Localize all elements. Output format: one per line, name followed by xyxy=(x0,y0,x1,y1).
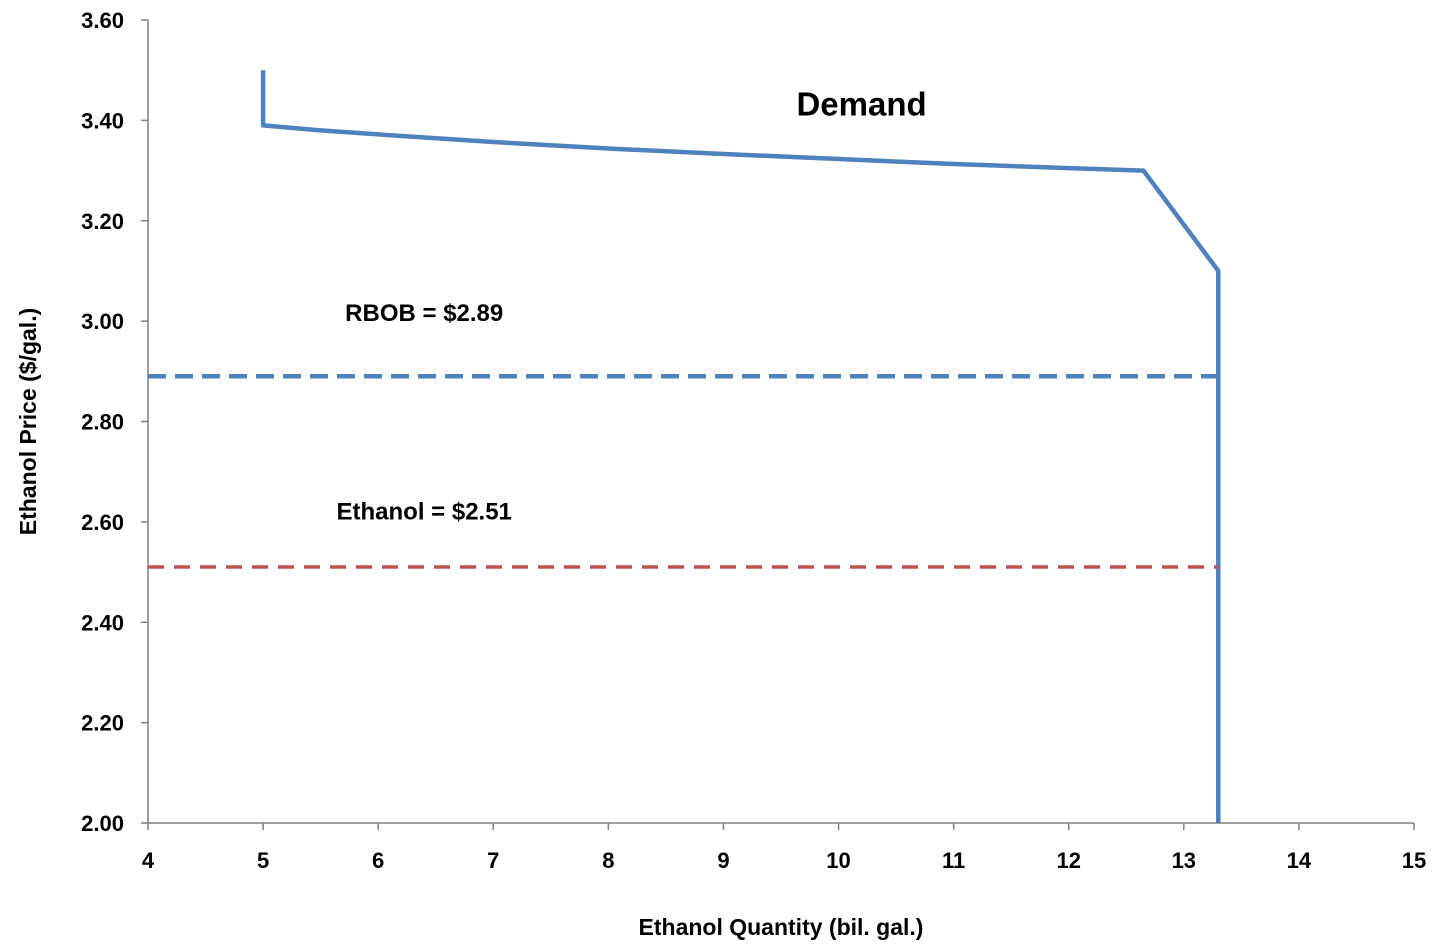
x-tick-label: 15 xyxy=(1402,848,1426,873)
series-group xyxy=(148,70,1221,823)
x-tick-label: 10 xyxy=(826,848,850,873)
y-tick-label: 2.60 xyxy=(81,510,124,535)
demand-curve-line xyxy=(260,70,1221,823)
x-tick-label: 7 xyxy=(487,848,499,873)
x-tick-label: 8 xyxy=(602,848,614,873)
x-tick-label: 12 xyxy=(1056,848,1080,873)
y-tick-label: 3.20 xyxy=(81,209,124,234)
x-tick-label: 11 xyxy=(942,848,965,873)
y-tick-label: 2.00 xyxy=(81,811,124,836)
y-tick-label: 2.20 xyxy=(81,711,124,736)
x-tick-label: 4 xyxy=(142,848,155,873)
y-tick-label: 3.40 xyxy=(81,108,124,133)
x-tick-label: 5 xyxy=(257,848,269,873)
x-tick-label: 6 xyxy=(372,848,384,873)
ethanol-price-label: Ethanol = $2.51 xyxy=(337,498,512,525)
y-axis-title: Ethanol Price ($/gal.) xyxy=(15,308,41,536)
x-ticks: 4 5 6 7 8 9 10 11 12 13 14 15 xyxy=(142,823,1426,873)
demand-label: Demand xyxy=(796,85,926,122)
y-tick-label: 2.80 xyxy=(81,410,124,435)
annotations: Demand RBOB = $2.89 Ethanol = $2.51 xyxy=(337,85,927,525)
axes xyxy=(147,20,1414,824)
x-axis-title: Ethanol Quantity (bil. gal.) xyxy=(639,914,924,940)
y-tick-label: 2.40 xyxy=(81,610,124,635)
y-tick-label: 3.00 xyxy=(81,309,124,334)
x-tick-label: 9 xyxy=(717,848,729,873)
y-ticks: 2.00 2.20 2.40 2.60 2.80 3.00 3.20 3.40 3.60 xyxy=(81,8,148,836)
x-tick-label: 13 xyxy=(1172,848,1196,873)
x-tick-label: 14 xyxy=(1287,848,1312,873)
y-tick-label: 3.60 xyxy=(81,8,124,33)
rbob-price-label: RBOB = $2.89 xyxy=(345,300,503,327)
